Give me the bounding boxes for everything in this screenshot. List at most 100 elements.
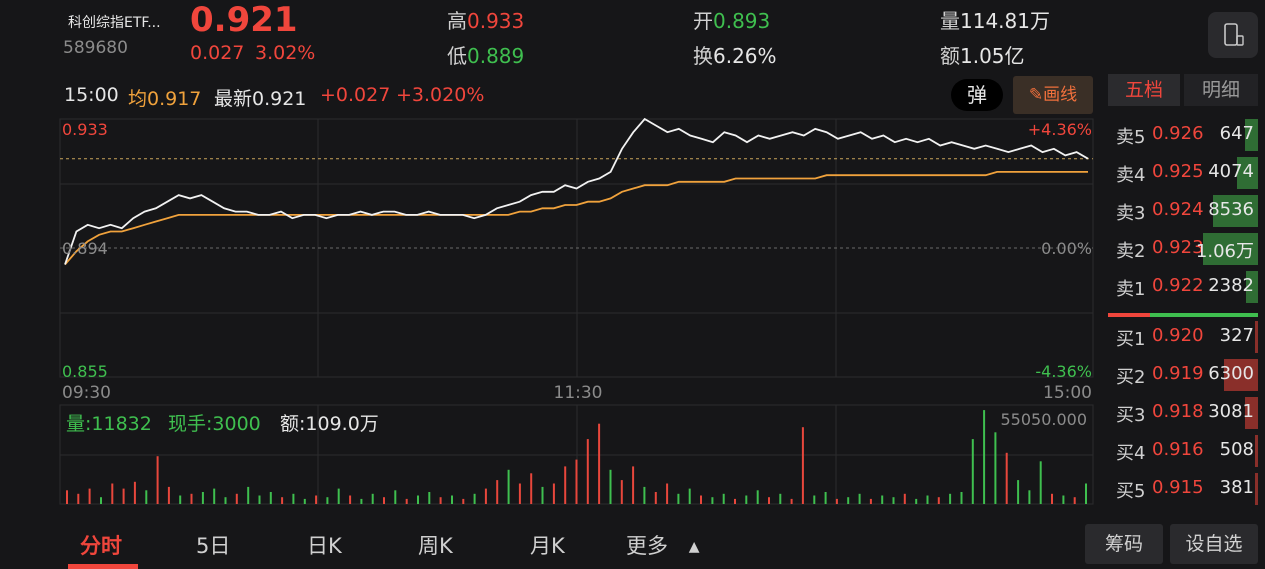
ask-level-price: 0.926: [1152, 123, 1204, 144]
bid-level-label: 买5: [1116, 481, 1146, 502]
tab-daily-k[interactable]: 日K: [307, 534, 342, 558]
volume-bar: [903, 493, 906, 504]
volume-bar: [801, 427, 804, 504]
ask-level-price: 0.922: [1152, 275, 1204, 296]
volume-bar: [473, 493, 476, 504]
volume-bar: [451, 495, 453, 504]
volume-bar: [869, 498, 872, 504]
price-change: 0.027: [190, 42, 245, 64]
ask-level-price: 0.923: [1152, 237, 1204, 258]
volume-bar: [1017, 480, 1020, 504]
tab-monthly-k[interactable]: 月K: [530, 534, 565, 558]
volume-bar: [1051, 493, 1053, 504]
volume-bar: [156, 456, 159, 504]
ask-level-5[interactable]: 卖1 0.922 2382: [1108, 269, 1258, 305]
volume-bar: [677, 493, 680, 504]
bid-level-5[interactable]: 买5 0.915 381: [1108, 471, 1258, 507]
add-watchlist-button[interactable]: 设自选: [1170, 524, 1258, 564]
volume-bar: [937, 497, 940, 504]
last-price: 0.921: [190, 0, 298, 40]
info-time: 15:00: [64, 84, 119, 106]
volume-bar: [813, 495, 816, 504]
volume-bar: [179, 495, 182, 504]
volume-bar: [66, 490, 68, 504]
volume-bar: [779, 493, 782, 504]
stat-high-label: 高: [447, 9, 467, 33]
volume-max-label: 55050.000: [1000, 410, 1087, 429]
tab-weekly-k[interactable]: 周K: [418, 534, 453, 558]
bid-level-1[interactable]: 买1 0.920 327: [1108, 319, 1258, 355]
volume-bar: [405, 498, 408, 504]
volume-bar: [484, 488, 487, 504]
ask-level-volume: 647: [1219, 123, 1254, 144]
instrument-name: 科创综指ETF...: [68, 15, 161, 31]
volume-bar: [111, 483, 114, 504]
volume-bar: [190, 493, 193, 504]
volume-bar: [507, 469, 510, 504]
stat-high: 高0.933: [447, 5, 524, 34]
tab-5day[interactable]: 5日: [196, 534, 231, 558]
bid-level-label: 买2: [1116, 367, 1146, 388]
draw-line-button[interactable]: ✎画线: [1013, 76, 1093, 114]
volume-bar: [847, 497, 850, 504]
pct-axis-top-label: +4.36%: [1028, 120, 1092, 139]
tab-more-label: 更多: [626, 534, 668, 558]
tab-details[interactable]: 明细: [1184, 74, 1258, 106]
volume-bar: [247, 486, 250, 504]
tab-five-levels[interactable]: 五档: [1108, 74, 1180, 106]
volume-bar: [586, 439, 589, 504]
tab-intraday[interactable]: 分时: [80, 534, 122, 558]
ask-level-volume: 4074: [1208, 161, 1254, 182]
bid-level-2[interactable]: 买2 0.919 6300: [1108, 357, 1258, 393]
volume-label: 量:11832: [66, 413, 152, 435]
ask-level-4[interactable]: 卖2 0.923 1.06万: [1108, 231, 1258, 267]
ask-level-bar: [1237, 157, 1258, 189]
stat-turnover-value: 6.26%: [713, 44, 777, 68]
volume-bar: [768, 497, 770, 504]
stat-low: 低0.889: [447, 40, 524, 69]
volume-bar: [609, 469, 612, 504]
draw-line-label: 画线: [1043, 85, 1078, 105]
time-axis-mid-label: 11:30: [554, 383, 603, 403]
stat-amount: 额1.05亿: [940, 40, 1025, 69]
tab-details-label: 明细: [1201, 79, 1240, 101]
bid-level-volume: 508: [1219, 439, 1254, 460]
bid-level-3[interactable]: 买3 0.918 3081: [1108, 395, 1258, 431]
volume-bar: [145, 490, 148, 504]
volume-bar: [598, 423, 601, 504]
volume-bar: [734, 498, 736, 504]
volume-bar: [541, 486, 544, 504]
volume-bar: [835, 498, 838, 504]
hand-label: 现手:3000: [168, 413, 261, 435]
volume-bar: [756, 490, 759, 504]
tab-more[interactable]: 更多 ▲: [626, 530, 699, 560]
ask-level-bar: [1244, 119, 1258, 151]
volume-bar: [1039, 461, 1042, 504]
tan-button[interactable]: 弹: [951, 79, 1003, 111]
volume-bar: [790, 498, 793, 504]
volume-bar: [666, 483, 669, 504]
ask-level-label: 卖4: [1116, 165, 1146, 186]
volume-bar: [620, 480, 623, 504]
chips-button[interactable]: 筹码: [1085, 524, 1163, 564]
volume-bar: [994, 432, 997, 504]
volume-bar: [281, 497, 284, 504]
volume-bar: [518, 483, 521, 504]
pct-axis-bottom-label: -4.36%: [1035, 362, 1092, 381]
intraday-chart: 0.933 0.894 0.855 +4.36% 0.00% -4.36% 09:30 11:…: [59, 117, 1094, 505]
stat-low-value: 0.889: [467, 44, 525, 68]
ask-level-1[interactable]: 卖5 0.926 647: [1108, 117, 1258, 153]
volume-bar: [360, 498, 363, 504]
volume-bar: [971, 439, 974, 504]
caret-up-icon: ▲: [688, 539, 700, 555]
stat-open: 开0.893: [693, 5, 770, 34]
volume-bar: [303, 498, 306, 504]
bid-level-4[interactable]: 买4 0.916 508: [1108, 433, 1258, 469]
bid-level-price: 0.918: [1152, 401, 1204, 422]
volume-bar: [654, 492, 657, 504]
volume-bar: [417, 495, 419, 504]
landscape-toggle-button[interactable]: [1208, 12, 1258, 58]
ask-level-3[interactable]: 卖3 0.924 8536: [1108, 193, 1258, 229]
pct-axis-mid-label: 0.00%: [1041, 239, 1092, 258]
ask-level-2[interactable]: 卖4 0.925 4074: [1108, 155, 1258, 191]
